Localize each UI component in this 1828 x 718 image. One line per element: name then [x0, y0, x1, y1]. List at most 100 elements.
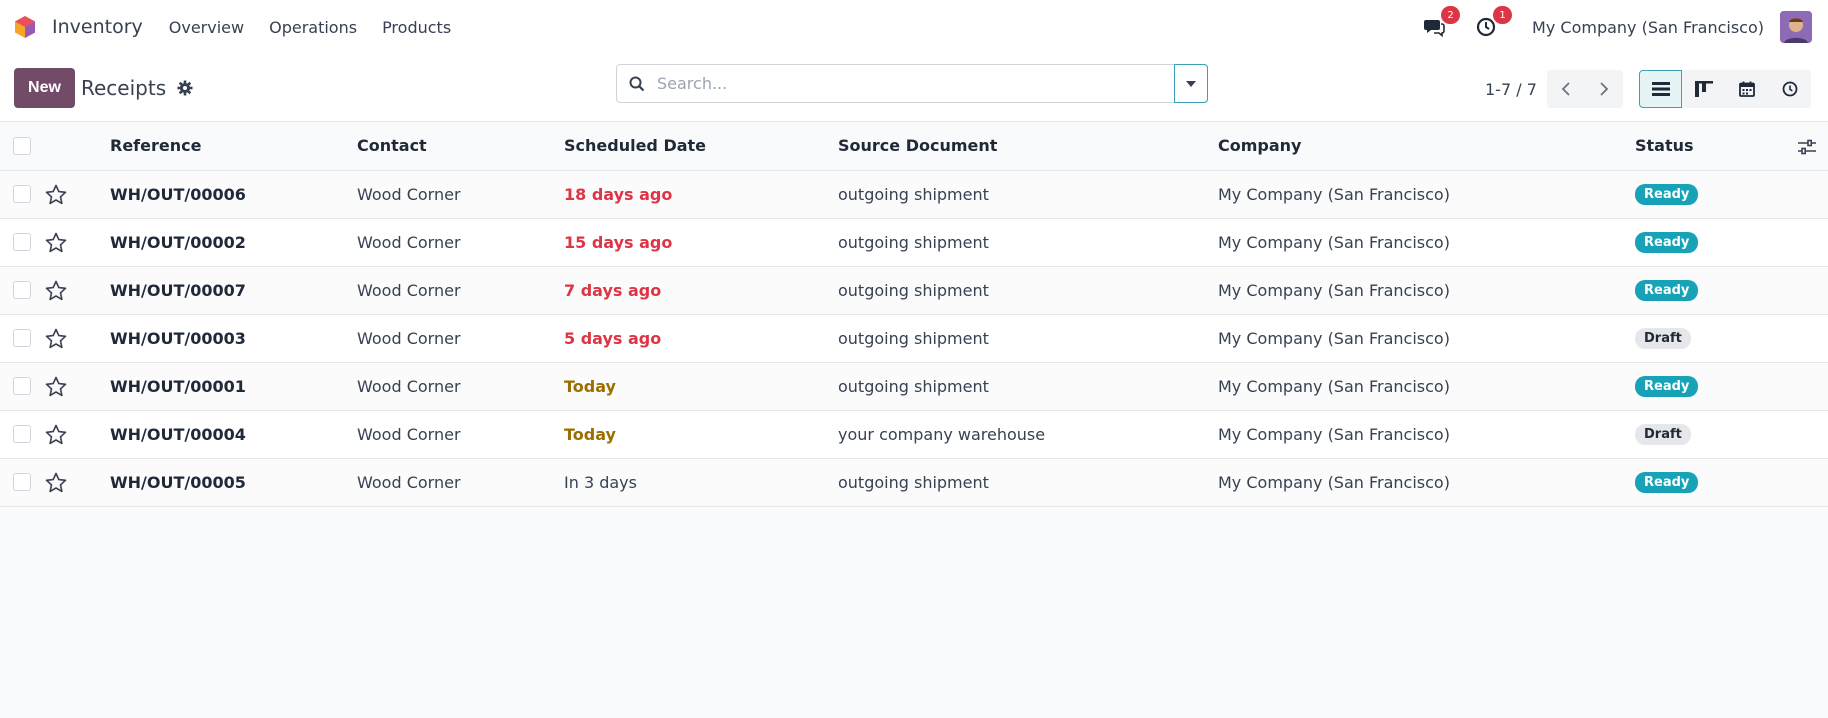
gear-icon[interactable] — [177, 80, 193, 96]
row-checkbox[interactable] — [13, 185, 31, 203]
row-checkbox[interactable] — [13, 281, 31, 299]
header-reference[interactable]: Reference — [110, 136, 202, 156]
cell-contact: Wood Corner — [357, 280, 461, 300]
cell-company: My Company (San Francisco) — [1218, 184, 1450, 204]
receipts-table: Reference Contact Scheduled Date Source … — [0, 122, 1828, 507]
cell-reference: WH/OUT/00004 — [110, 424, 246, 444]
table-header-row: Reference Contact Scheduled Date Source … — [0, 122, 1828, 170]
calendar-icon — [1738, 81, 1755, 97]
cell-source-document: outgoing shipment — [838, 472, 989, 492]
status-badge: Draft — [1635, 424, 1691, 445]
cell-company: My Company (San Francisco) — [1218, 424, 1450, 444]
cell-company: My Company (San Francisco) — [1218, 280, 1450, 300]
cell-contact: Wood Corner — [357, 328, 461, 348]
caret-down-icon — [1186, 80, 1196, 87]
cell-source-document: outgoing shipment — [838, 376, 989, 396]
cell-company: My Company (San Francisco) — [1218, 232, 1450, 252]
star-icon[interactable] — [45, 184, 110, 205]
company-switcher[interactable]: My Company (San Francisco) — [1532, 17, 1764, 37]
cell-scheduled-date: Today — [564, 424, 616, 444]
cell-scheduled-date: 15 days ago — [564, 232, 673, 252]
row-checkbox[interactable] — [13, 377, 31, 395]
user-avatar[interactable] — [1780, 11, 1812, 43]
select-all-checkbox[interactable] — [13, 136, 31, 155]
cell-contact: Wood Corner — [357, 232, 461, 252]
pager: 1-7 / 7 — [1485, 70, 1623, 108]
row-checkbox[interactable] — [13, 329, 31, 347]
kanban-view-button[interactable] — [1682, 70, 1725, 108]
activities-count-badge: 1 — [1493, 6, 1513, 24]
cell-reference: WH/OUT/00002 — [110, 232, 246, 252]
cell-reference: WH/OUT/00006 — [110, 184, 246, 204]
activities-clock-icon[interactable]: 1 — [1474, 6, 1513, 39]
star-icon[interactable] — [45, 280, 110, 301]
status-badge: Ready — [1635, 184, 1699, 205]
cell-reference: WH/OUT/00001 — [110, 376, 246, 396]
star-icon[interactable] — [45, 328, 110, 349]
menu-products[interactable]: Products — [382, 17, 452, 37]
cell-company: My Company (San Francisco) — [1218, 376, 1450, 396]
cell-company: My Company (San Francisco) — [1218, 472, 1450, 492]
status-badge: Ready — [1635, 280, 1699, 301]
star-icon[interactable] — [45, 376, 110, 397]
cell-contact: Wood Corner — [357, 472, 461, 492]
cell-reference: WH/OUT/00007 — [110, 280, 246, 300]
status-badge: Ready — [1635, 232, 1699, 253]
odoo-logo-icon[interactable] — [14, 14, 38, 40]
list-view-icon — [1651, 82, 1670, 96]
cell-source-document: outgoing shipment — [838, 184, 989, 204]
page-title[interactable]: Receipts — [81, 75, 167, 100]
header-company[interactable]: Company — [1218, 136, 1302, 156]
status-badge: Draft — [1635, 328, 1691, 349]
row-checkbox[interactable] — [13, 473, 31, 491]
table-row[interactable]: WH/OUT/00002 Wood Corner 15 days ago out… — [0, 218, 1828, 266]
header-status[interactable]: Status — [1635, 136, 1694, 156]
cell-scheduled-date: 5 days ago — [564, 328, 662, 348]
calendar-view-button[interactable] — [1725, 70, 1768, 108]
star-icon[interactable] — [45, 472, 110, 493]
cell-contact: Wood Corner — [357, 376, 461, 396]
star-icon[interactable] — [45, 424, 110, 445]
star-icon[interactable] — [45, 232, 110, 253]
header-source-document[interactable]: Source Document — [838, 136, 998, 156]
header-scheduled-date[interactable]: Scheduled Date — [564, 136, 707, 156]
cell-source-document: outgoing shipment — [838, 328, 989, 348]
kanban-view-icon — [1694, 81, 1713, 97]
cell-contact: Wood Corner — [357, 424, 461, 444]
cell-company: My Company (San Francisco) — [1218, 328, 1450, 348]
table-row[interactable]: WH/OUT/00007 Wood Corner 7 days ago outg… — [0, 266, 1828, 314]
messages-icon[interactable]: 2 — [1422, 6, 1461, 39]
row-checkbox[interactable] — [13, 425, 31, 443]
cell-reference: WH/OUT/00003 — [110, 328, 246, 348]
app-name[interactable]: Inventory — [52, 16, 143, 38]
table-row[interactable]: WH/OUT/00001 Wood Corner Today outgoing … — [0, 362, 1828, 410]
new-button[interactable]: New — [14, 67, 75, 108]
pager-next-button[interactable] — [1584, 70, 1623, 108]
header-contact[interactable]: Contact — [357, 136, 427, 156]
cell-contact: Wood Corner — [357, 184, 461, 204]
status-badge: Ready — [1635, 376, 1699, 397]
cell-source-document: outgoing shipment — [838, 280, 989, 300]
cell-source-document: outgoing shipment — [838, 232, 989, 252]
search-input[interactable] — [657, 65, 1174, 102]
control-panel: New Receipts 1-7 / 7 — [0, 54, 1828, 122]
menu-operations[interactable]: Operations — [269, 17, 358, 37]
optional-columns-icon[interactable] — [1798, 139, 1816, 155]
chevron-left-icon — [1561, 82, 1570, 96]
activity-view-button[interactable] — [1768, 70, 1811, 108]
view-switcher — [1639, 70, 1811, 108]
table-row[interactable]: WH/OUT/00005 Wood Corner In 3 days outgo… — [0, 458, 1828, 506]
pager-value[interactable]: 1-7 / 7 — [1485, 79, 1537, 99]
row-checkbox[interactable] — [13, 233, 31, 251]
list-view-button[interactable] — [1639, 70, 1682, 108]
search-options-toggle[interactable] — [1174, 64, 1208, 103]
search-icon — [617, 76, 657, 92]
cell-scheduled-date: 18 days ago — [564, 184, 673, 204]
chevron-right-icon — [1600, 82, 1609, 96]
table-row[interactable]: WH/OUT/00006 Wood Corner 18 days ago out… — [0, 170, 1828, 218]
pager-previous-button[interactable] — [1546, 70, 1585, 108]
cell-scheduled-date: 7 days ago — [564, 280, 662, 300]
table-row[interactable]: WH/OUT/00004 Wood Corner Today your comp… — [0, 410, 1828, 458]
table-row[interactable]: WH/OUT/00003 Wood Corner 5 days ago outg… — [0, 314, 1828, 362]
menu-overview[interactable]: Overview — [168, 17, 245, 37]
